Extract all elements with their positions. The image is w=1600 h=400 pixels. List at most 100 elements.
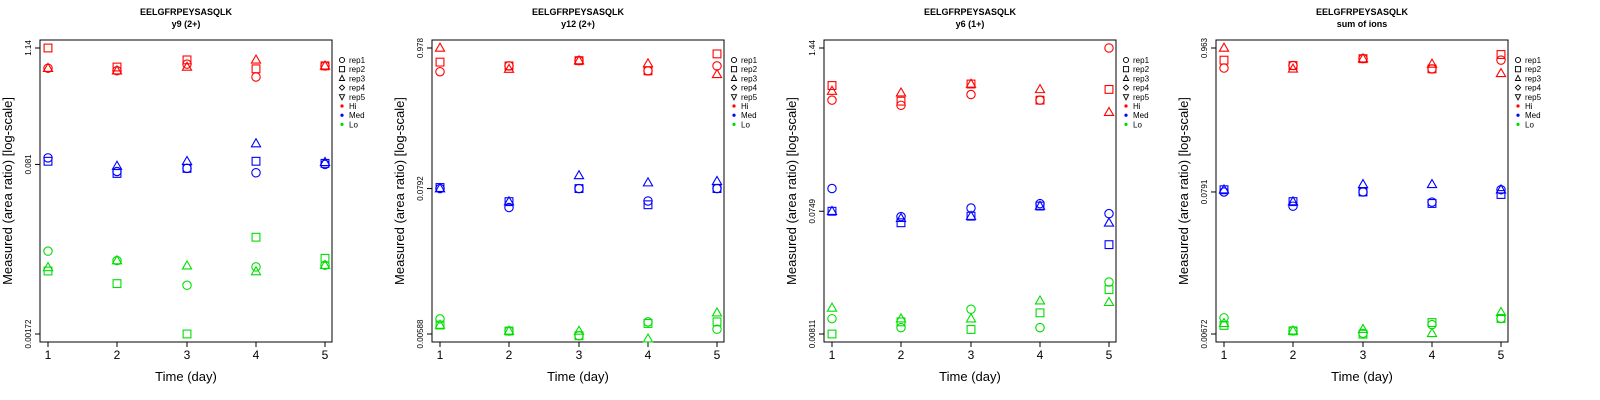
data-point-med-rep2 — [43, 156, 53, 166]
data-point-hi-rep3 — [895, 86, 907, 97]
data-point-lo-rep1 — [182, 280, 192, 291]
legend-label: rep3 — [741, 74, 758, 83]
x-tick-label: 3 — [576, 348, 583, 362]
x-tick-label: 2 — [1290, 348, 1297, 362]
x-axis-title: Time (day) — [547, 369, 609, 384]
chart-title: EELGFRPEYSASQLK — [140, 7, 233, 17]
data-point-hi-rep3 — [1034, 83, 1046, 94]
data-point-lo-rep2 — [320, 253, 330, 263]
data-point-med-rep1 — [574, 183, 584, 194]
legend-marker-rep5 — [1514, 94, 1522, 101]
data-point-lo-rep1 — [1104, 277, 1114, 287]
legend-marker-med — [732, 113, 736, 117]
data-point-med-rep1 — [182, 163, 192, 174]
data-point-med-rep3 — [1357, 178, 1369, 189]
x-tick-label: 5 — [322, 348, 329, 362]
legend-label: rep3 — [1133, 74, 1150, 83]
chart-title: EELGFRPEYSASQLK — [924, 7, 1017, 17]
y-tick-label: 0.00588 — [416, 319, 425, 348]
data-point-hi-rep1 — [1496, 55, 1506, 65]
x-tick-label: 3 — [1360, 348, 1367, 362]
data-point-med-rep2 — [896, 218, 906, 228]
y-tick-label: 0.963 — [1200, 37, 1209, 58]
data-point-hi-rep3 — [1495, 67, 1507, 78]
legend-label: rep2 — [349, 65, 366, 74]
data-point-med-rep3 — [1495, 183, 1507, 194]
x-tick-label: 4 — [645, 348, 652, 362]
data-point-lo-rep2 — [1358, 329, 1368, 339]
data-point-hi-rep3 — [1287, 62, 1299, 73]
chart-title: EELGFRPEYSASQLK — [1316, 7, 1409, 17]
data-point-lo-rep1 — [966, 304, 976, 314]
x-axis-title: Time (day) — [1331, 369, 1393, 384]
data-point-lo-rep1 — [251, 262, 261, 272]
legend-label: rep3 — [349, 74, 366, 83]
plot-frame — [823, 39, 1117, 343]
legend-label: Med — [1133, 111, 1149, 120]
legend-label: Lo — [349, 120, 358, 129]
chart-panel-4: EELGFRPEYSASQLK sum of ions 1 2 3 4 5 Time (day… — [1176, 7, 1542, 384]
y-tick-label: 0.00172 — [24, 319, 33, 348]
data-point-med-rep1 — [1358, 187, 1368, 197]
data-point-lo-rep3 — [1357, 323, 1369, 333]
x-tick-label: 2 — [114, 348, 121, 362]
data-point-hi-rep2 — [251, 64, 261, 74]
data-point-hi-rep3 — [1357, 52, 1369, 63]
data-point-lo-rep1 — [1035, 322, 1045, 333]
legend-marker-rep4 — [730, 84, 738, 91]
legend-marker-hi — [340, 104, 344, 108]
legend-label: rep5 — [349, 93, 366, 102]
data-point-lo-rep2 — [827, 329, 837, 339]
x-axis-title: Time (day) — [939, 369, 1001, 384]
data-point-hi-rep3 — [250, 53, 262, 64]
y-axis-title: Measured (area ratio) [log-scale] — [0, 97, 15, 285]
data-point-hi-rep1 — [966, 89, 976, 100]
data-point-hi-rep2 — [182, 55, 192, 65]
legend-marker-rep1 — [338, 56, 346, 64]
data-point-med-rep1 — [112, 166, 122, 177]
data-point-lo-rep3 — [111, 254, 123, 265]
data-point-lo-rep3 — [1426, 327, 1438, 338]
data-point-lo-rep3 — [434, 319, 446, 329]
data-point-lo-rep2 — [1035, 308, 1045, 318]
data-point-lo-rep1 — [896, 322, 906, 333]
legend-marker-rep3 — [1514, 74, 1522, 81]
chart-panel-3: EELGFRPEYSASQLK y6 (1+) 1 2 3 4 5 Time (day) 0.0… — [784, 7, 1150, 384]
y-tick-label: 0.0749 — [808, 198, 817, 223]
data-point-hi-rep2 — [504, 61, 514, 71]
data-point-lo-rep2 — [643, 319, 653, 328]
data-point-lo-rep2 — [43, 266, 53, 276]
chart-subtitle: y12 (2+) — [561, 19, 595, 29]
data-point-lo-rep3 — [250, 265, 262, 276]
data-point-hi-rep3 — [711, 68, 723, 79]
data-point-med-rep2 — [1104, 240, 1114, 250]
legend-marker-hi — [1124, 104, 1128, 108]
chart-subtitle: y6 (1+) — [956, 19, 985, 29]
data-point-hi-rep3 — [1103, 106, 1115, 116]
data-point-lo-rep3 — [503, 325, 515, 335]
data-point-med-rep1 — [712, 183, 722, 194]
data-point-lo-rep3 — [181, 259, 193, 270]
data-point-med-rep2 — [112, 168, 122, 178]
legend-marker-rep4 — [338, 84, 346, 91]
x-tick-label: 2 — [506, 348, 513, 362]
data-point-hi-rep2 — [1219, 55, 1229, 65]
data-point-med-rep3 — [1426, 178, 1438, 189]
data-point-lo-rep1 — [643, 317, 653, 327]
data-point-med-rep1 — [504, 202, 514, 213]
data-point-hi-rep1 — [182, 59, 192, 69]
legend-label: Med — [741, 111, 757, 120]
legend-label: rep4 — [349, 84, 366, 93]
legend-marker-rep1 — [1122, 56, 1130, 64]
data-point-hi-rep1 — [1427, 64, 1437, 74]
data-point-med-rep2 — [574, 184, 584, 194]
data-point-hi-rep1 — [896, 100, 906, 111]
legend-marker-rep3 — [338, 74, 346, 81]
data-point-med-rep1 — [1104, 208, 1114, 219]
chart-title: EELGFRPEYSASQLK — [532, 7, 625, 17]
y-tick-label: 0.00811 — [808, 319, 817, 348]
data-point-lo-rep3 — [573, 325, 585, 335]
